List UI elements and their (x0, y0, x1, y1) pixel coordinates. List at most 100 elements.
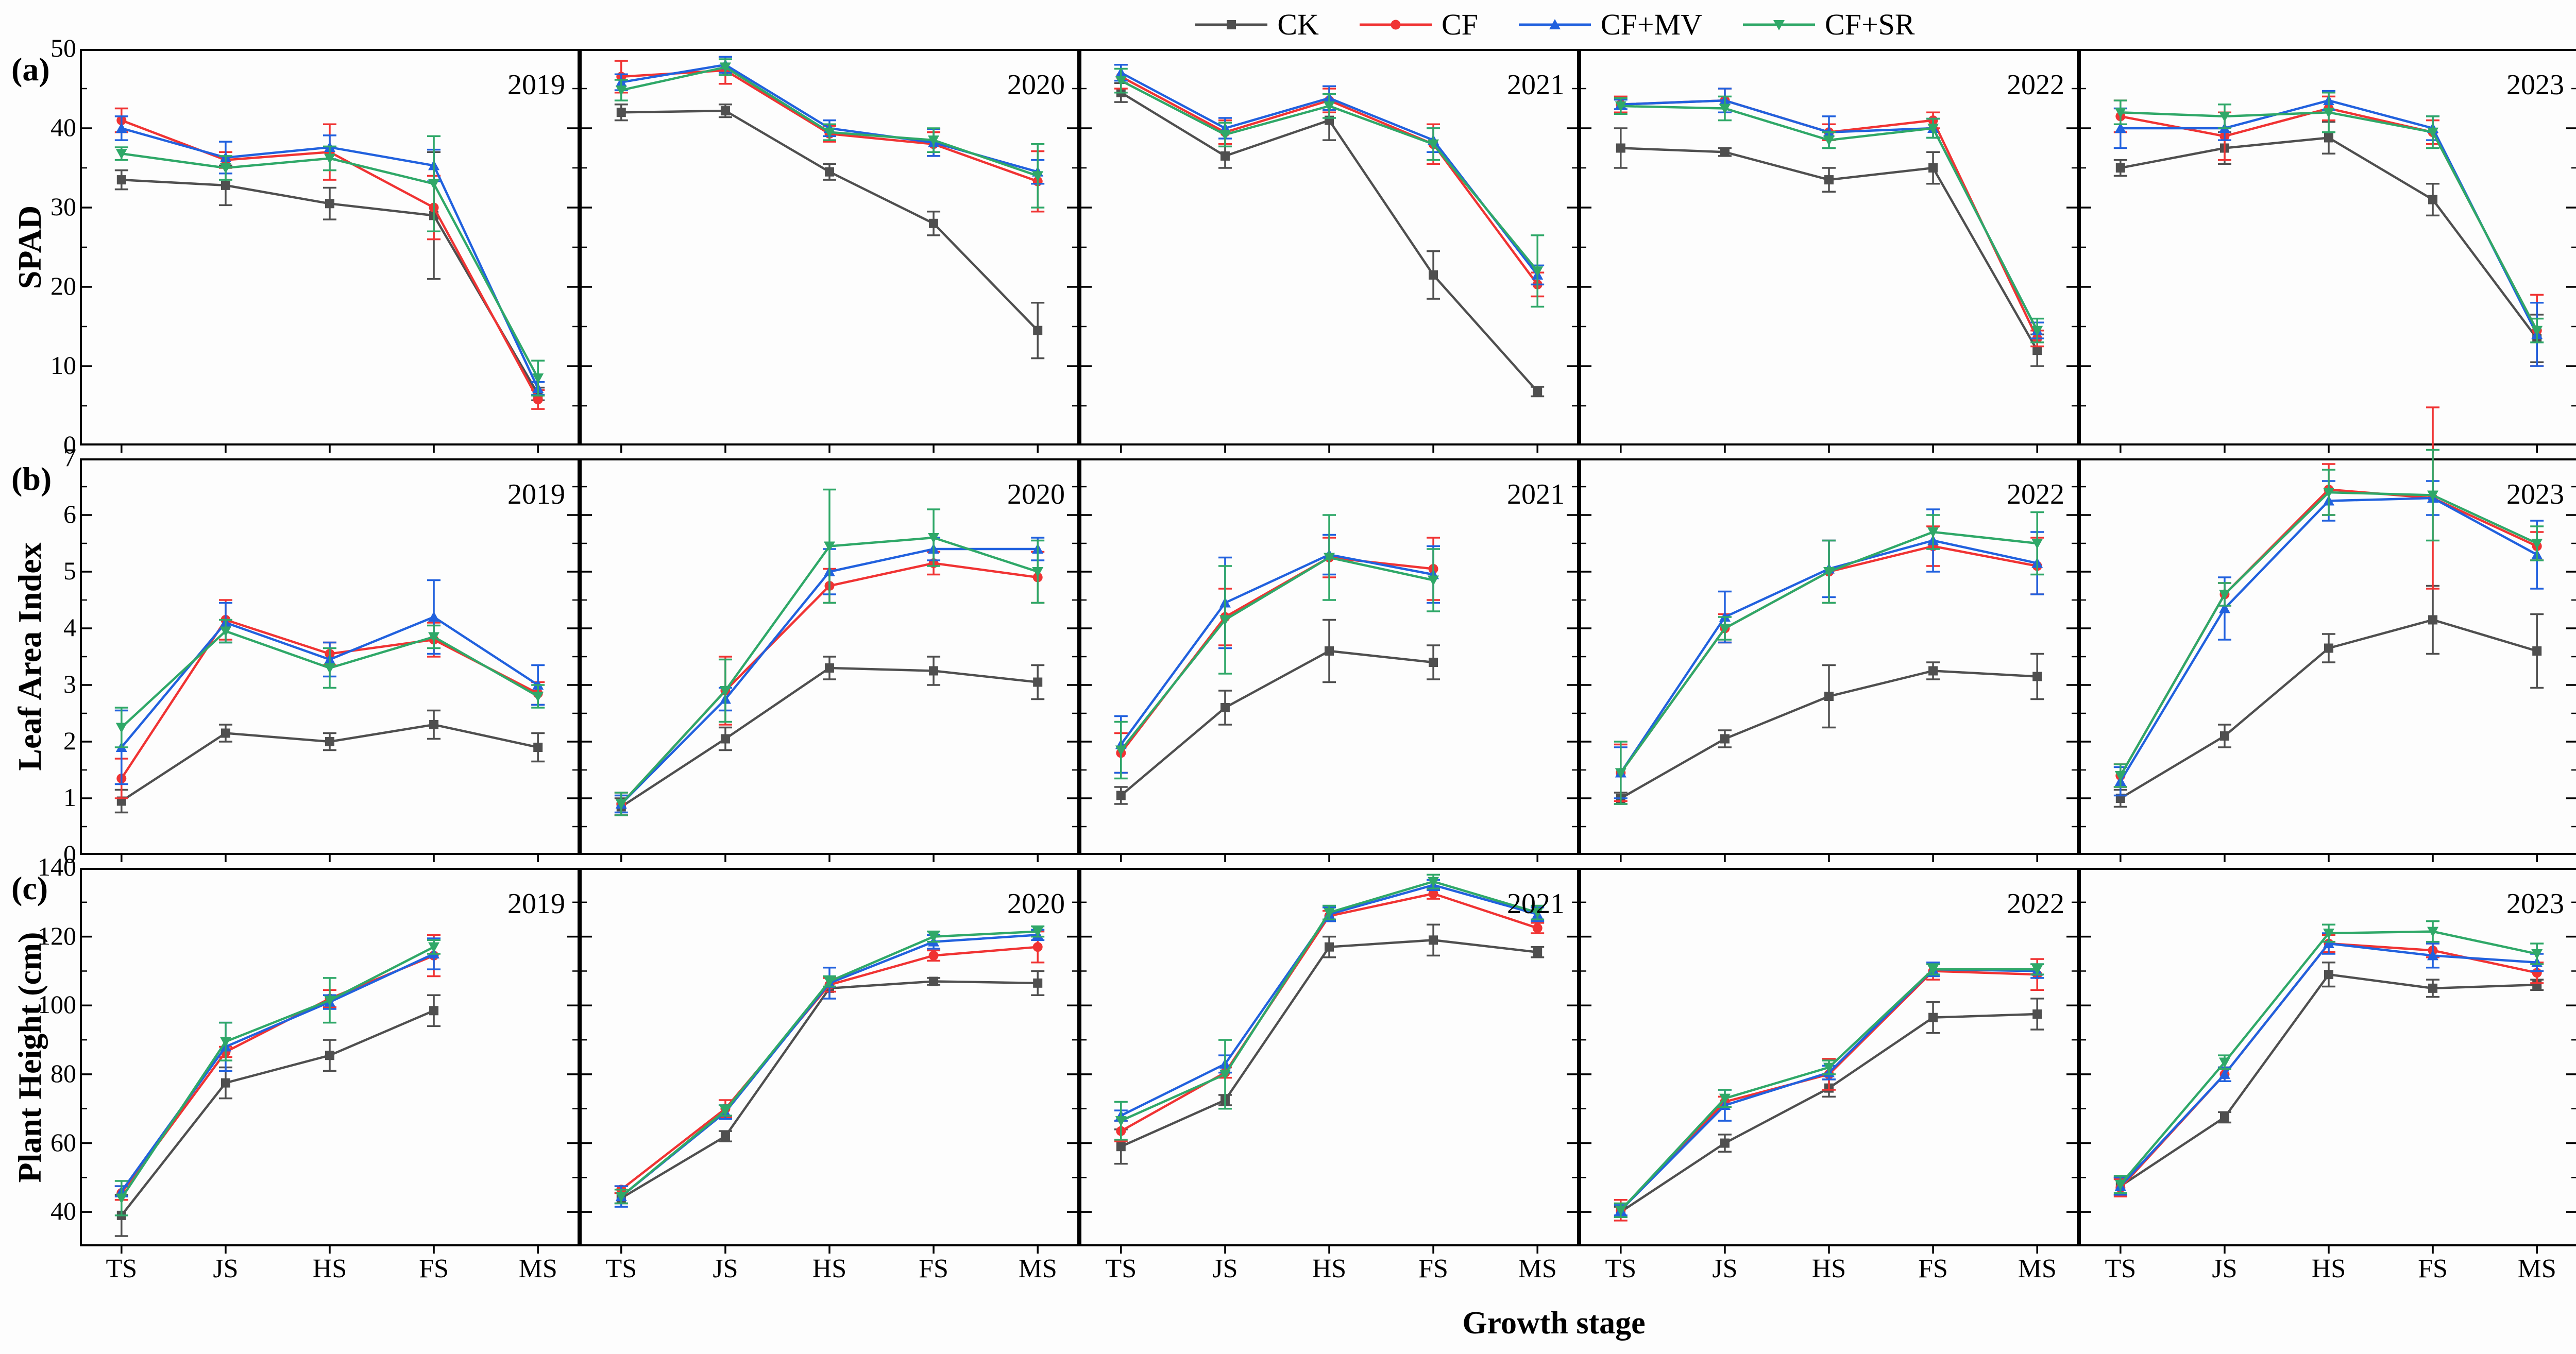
data-point-marker (1549, 19, 1561, 29)
data-point-marker (2032, 346, 2042, 355)
series-line-CK (2120, 973, 2537, 1187)
data-point-marker (720, 734, 730, 744)
data-point-marker (2218, 1068, 2230, 1079)
panel-b-2023: 2023 (2079, 406, 2576, 862)
x-tick-label: JS (213, 1254, 239, 1283)
x-tick-label: FS (919, 1254, 948, 1283)
data-point-marker (533, 395, 543, 405)
year-label: 2022 (2007, 478, 2064, 510)
data-point-marker (719, 686, 731, 696)
data-point-marker (1615, 768, 1626, 779)
x-tick-label: JS (1212, 1254, 1238, 1283)
data-point-marker (1719, 624, 1731, 634)
data-point-marker (1928, 163, 1938, 173)
legend-label: CF+SR (1825, 8, 1915, 41)
data-point-marker (1429, 658, 1438, 667)
series-line-CF (1120, 892, 1538, 1133)
panel-border (1579, 458, 2079, 855)
data-point-marker (2218, 1057, 2230, 1068)
year-label: 2020 (1007, 69, 1065, 101)
data-point-marker (325, 1051, 334, 1060)
panel-c-2019: 2019 (80, 868, 580, 1254)
data-point-marker (2324, 133, 2333, 143)
y-tick-label: 0 (63, 839, 76, 868)
data-point-marker (2323, 938, 2334, 948)
data-point-marker (2323, 488, 2334, 498)
data-point-marker (720, 106, 730, 116)
panel-a-2019: 2019 (80, 49, 580, 453)
data-point-marker (219, 163, 231, 174)
data-point-marker (2427, 950, 2439, 961)
data-point-marker (1532, 907, 1544, 918)
data-point-marker (429, 1006, 439, 1016)
y-tick-label: 60 (50, 1127, 76, 1157)
data-point-marker (116, 175, 126, 185)
legend-label: CF+MV (1600, 8, 1703, 41)
data-point-marker (1615, 101, 1626, 112)
legend-item-cf: CF (1357, 9, 1478, 40)
y-tick-label: 30 (50, 192, 76, 221)
y-tick-label: 140 (38, 852, 76, 881)
data-point-marker (2114, 108, 2126, 118)
data-point-marker (2428, 983, 2438, 993)
data-point-marker (616, 108, 626, 117)
year-label: 2019 (507, 478, 565, 510)
data-point-marker (2531, 325, 2543, 336)
series-line-CK (1120, 939, 1538, 1148)
data-point-marker (2115, 163, 2125, 173)
panel-b-2021: 2021 (1079, 458, 1579, 862)
x-tick-label: FS (1418, 1254, 1448, 1283)
data-point-marker (1219, 1069, 1231, 1080)
data-point-marker (2114, 771, 2126, 781)
data-point-marker (824, 541, 835, 552)
data-point-marker (1324, 907, 1335, 918)
data-point-marker (1823, 1062, 1835, 1073)
data-point-marker (1428, 877, 1439, 887)
data-point-marker (1227, 20, 1236, 29)
data-point-marker (615, 799, 627, 810)
panel-border (580, 868, 1079, 1246)
y-tick-label: 0 (63, 430, 76, 459)
data-point-marker (324, 996, 335, 1006)
x-axis-title: Growth stage (1462, 1306, 1646, 1341)
data-point-marker (825, 663, 834, 673)
year-label: 2023 (2506, 478, 2564, 510)
data-point-marker (615, 1192, 627, 1203)
panel-a-2023: 2023 (2079, 49, 2576, 453)
y-tick-label: 2 (63, 726, 76, 755)
x-tick-label: TS (2105, 1254, 2137, 1283)
data-point-marker (1033, 978, 1043, 988)
series-line-CK (121, 1009, 434, 1216)
series-line-CK (621, 109, 1039, 332)
y-tick-label: 5 (63, 556, 76, 585)
data-point-marker (1720, 147, 1730, 157)
y-tick-label: 40 (50, 113, 76, 142)
x-tick-label: JS (2212, 1254, 2238, 1283)
series-line-CK (620, 980, 1038, 1199)
y-tick-label: 120 (38, 921, 76, 950)
data-point-marker (1220, 703, 1230, 712)
data-point-marker (1033, 677, 1043, 687)
data-point-marker (825, 167, 834, 177)
data-point-marker (1616, 143, 1625, 153)
data-point-marker (221, 180, 230, 190)
data-point-marker (1032, 171, 1044, 182)
series-line-CF+MV (621, 63, 1038, 173)
year-label: 2023 (2506, 69, 2564, 101)
x-tick-label: HS (1811, 1254, 1846, 1283)
data-point-marker (1324, 553, 1335, 563)
data-point-marker (1115, 745, 1127, 756)
year-label: 2021 (1507, 478, 1565, 510)
y-tick-label: 10 (50, 351, 76, 380)
year-label: 2022 (2007, 888, 2064, 920)
legend-item-ck: CK (1193, 9, 1319, 40)
legend-marker-icon (1743, 20, 1816, 30)
data-point-marker (2428, 615, 2438, 625)
x-tick-label: HS (312, 1254, 347, 1283)
data-point-marker (1927, 527, 1939, 538)
series-line-CF+MV (1120, 553, 1434, 745)
year-label: 2020 (1007, 478, 1065, 510)
data-point-marker (1533, 387, 1543, 397)
data-point-marker (429, 720, 439, 729)
data-point-marker (532, 373, 544, 384)
